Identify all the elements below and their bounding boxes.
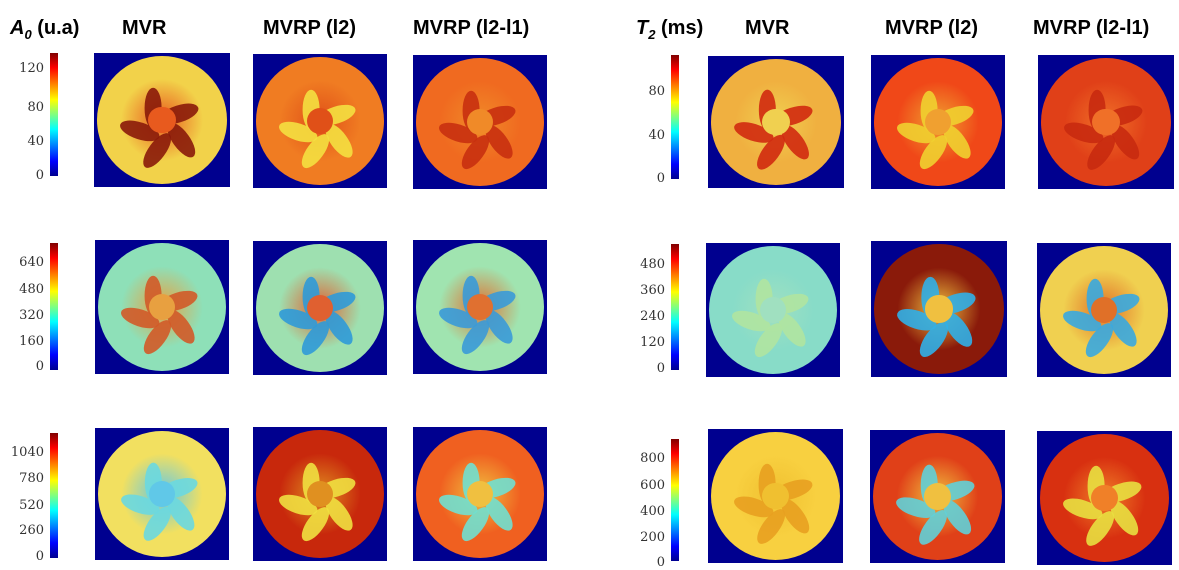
right-row2-tick: 360	[640, 283, 665, 298]
right-quantity-symbol: T	[636, 17, 649, 39]
specimen-core	[762, 108, 790, 136]
left-map-row3-mvrp-l2	[253, 427, 387, 561]
specimen-core	[1091, 484, 1118, 512]
specimen-core	[148, 106, 176, 134]
specimen-core	[466, 108, 494, 136]
right-col-header-mvrp-l2-l1: MVRP (l2-l1)	[1033, 17, 1150, 39]
specimen-core	[306, 480, 334, 508]
right-map-row1-mvr	[708, 56, 844, 188]
right-row3-tick: 200	[640, 530, 665, 545]
left-row2-tick: 480	[19, 282, 44, 297]
left-row1-tick: 40	[27, 134, 44, 149]
left-map-row1-mvr	[94, 53, 230, 187]
left-row3-tick: 1040	[10, 445, 44, 460]
specimen-core	[925, 295, 953, 323]
right-map-row3-mvr	[708, 429, 843, 563]
left-row3-tick: 0	[35, 549, 44, 564]
right-map-row2-mvr	[706, 243, 840, 377]
specimen-core	[306, 294, 334, 322]
left-row1-tick: 0	[35, 168, 44, 183]
right-row2-tick: 240	[640, 309, 665, 324]
specimen-core	[466, 480, 494, 508]
left-row2-tick: 640	[19, 255, 44, 270]
right-row1-tick: 40	[648, 128, 665, 143]
left-row1-tick: 120	[19, 61, 44, 76]
left-row2-tick: 160	[19, 334, 44, 349]
right-row1-tick: 0	[656, 171, 665, 186]
right-row3-tick: 800	[640, 451, 665, 466]
specimen-core	[762, 482, 789, 510]
right-quantity-unit: (ms)	[661, 17, 704, 39]
specimen-core	[759, 296, 787, 324]
left-quantity-unit: (u.a)	[37, 17, 80, 39]
right-row1-tick: 80	[648, 84, 665, 99]
left-row2-colorbar	[50, 243, 58, 370]
right-quantity-label: T2 (ms)	[636, 18, 703, 41]
left-row3-colorbar	[50, 433, 58, 558]
right-quantity-subscript: 2	[648, 27, 656, 42]
left-map-row1-mvrp-l2	[253, 54, 387, 188]
left-quantity-label: A0 (u.a)	[10, 18, 79, 41]
right-row2-colorbar	[671, 244, 679, 370]
specimen-core	[1092, 108, 1120, 136]
specimen-core	[306, 107, 334, 135]
specimen-core	[148, 480, 176, 508]
right-row2-tick: 120	[640, 335, 665, 350]
left-row1-colorbar	[50, 53, 58, 176]
left-map-row2-mvr	[95, 240, 229, 374]
left-map-row3-mvr	[95, 428, 229, 560]
right-row3-colorbar	[671, 439, 679, 561]
right-map-row2-mvrp-l2	[871, 241, 1007, 377]
left-quantity-symbol: A	[10, 17, 25, 39]
right-map-row2-mvrp-l2-l1	[1037, 243, 1171, 377]
specimen-core	[924, 108, 952, 136]
left-map-row2-mvrp-l2-l1	[413, 240, 547, 374]
left-quantity-subscript: 0	[24, 27, 32, 42]
right-col-header-mvrp-l2: MVRP (l2)	[885, 17, 978, 39]
left-map-row1-mvrp-l2-l1	[413, 55, 547, 189]
specimen-core	[1090, 296, 1118, 324]
right-map-row1-mvrp-l2-l1	[1038, 55, 1174, 189]
specimen-core	[148, 293, 176, 321]
left-row3-tick: 780	[19, 471, 44, 486]
left-row3-tick: 520	[19, 498, 44, 513]
right-row2-tick: 0	[656, 361, 665, 376]
left-map-row2-mvrp-l2	[253, 241, 387, 375]
right-col-header-mvr: MVR	[745, 17, 790, 39]
right-map-row1-mvrp-l2	[871, 55, 1005, 189]
left-row2-tick: 0	[35, 359, 44, 374]
left-map-row3-mvrp-l2-l1	[413, 427, 547, 561]
right-row3-tick: 400	[640, 504, 665, 519]
left-col-header-mvr: MVR	[122, 17, 167, 39]
right-row3-tick: 0	[656, 555, 665, 570]
specimen-core	[924, 483, 951, 510]
left-row2-tick: 320	[19, 308, 44, 323]
specimen-core	[466, 293, 494, 321]
right-row2-tick: 480	[640, 257, 665, 272]
right-map-row3-mvrp-l2-l1	[1037, 431, 1172, 565]
left-row3-tick: 260	[19, 523, 44, 538]
left-col-header-mvrp-l2-l1: MVRP (l2-l1)	[413, 17, 530, 39]
right-map-row3-mvrp-l2	[870, 430, 1005, 563]
left-row1-tick: 80	[27, 100, 44, 115]
right-row3-tick: 600	[640, 478, 665, 493]
right-row1-colorbar	[671, 55, 679, 179]
left-col-header-mvrp-l2: MVRP (l2)	[263, 17, 356, 39]
